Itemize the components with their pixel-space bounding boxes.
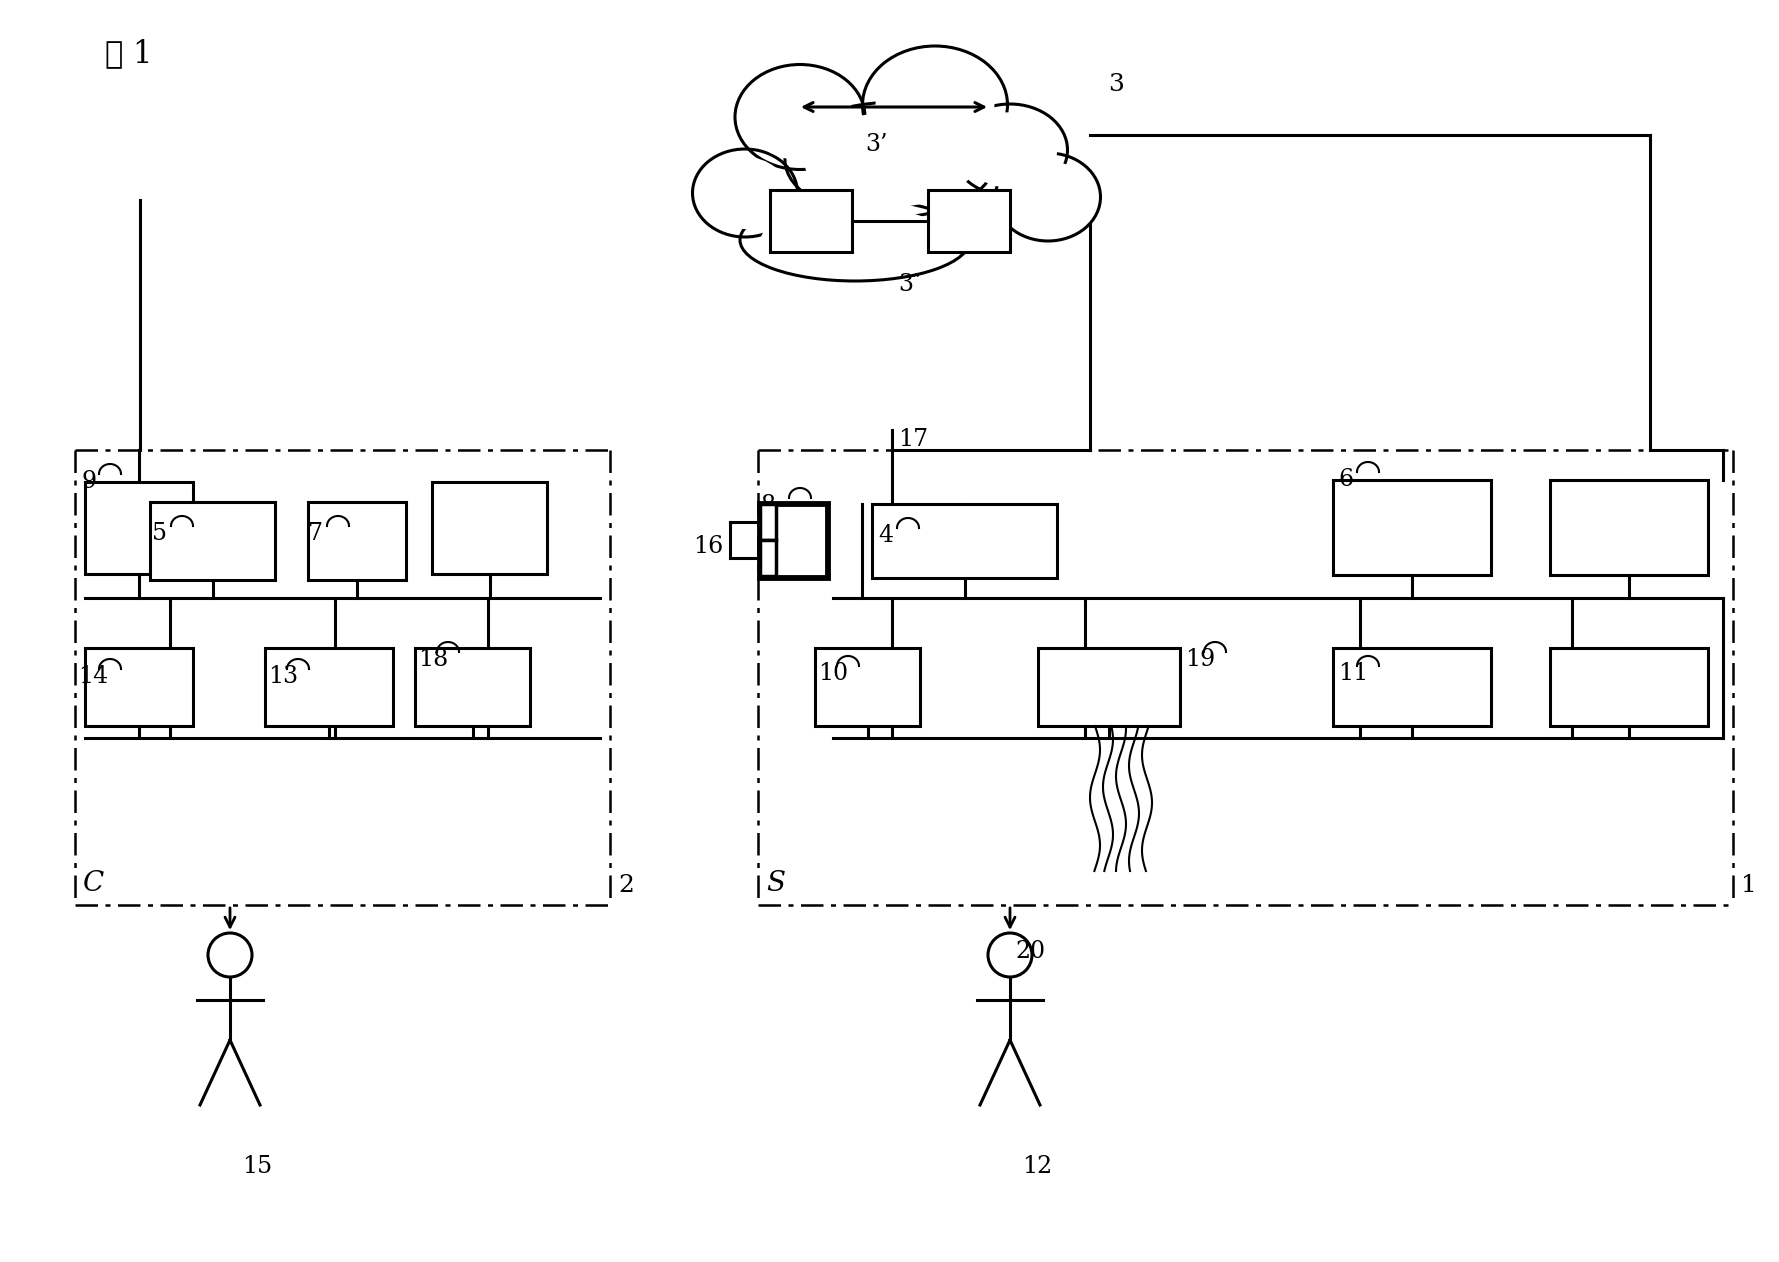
Text: 8: 8 [761, 493, 776, 517]
Bar [929, 191, 1010, 252]
Bar [872, 504, 1057, 578]
Bar [1332, 647, 1491, 726]
Bar [815, 647, 920, 726]
Text: 19: 19 [1185, 647, 1215, 671]
Text: 5: 5 [151, 522, 167, 545]
Ellipse shape [785, 102, 994, 217]
Text: 17: 17 [898, 428, 929, 451]
Bar [1550, 647, 1708, 726]
Text: 9: 9 [82, 469, 98, 493]
Text: 20: 20 [1016, 940, 1044, 963]
Ellipse shape [740, 199, 970, 281]
Text: 18: 18 [418, 647, 448, 671]
Text: 2: 2 [617, 875, 633, 897]
Ellipse shape [875, 57, 994, 154]
Text: 4: 4 [879, 524, 893, 546]
Bar [149, 502, 276, 581]
Ellipse shape [1005, 162, 1091, 233]
Text: 3″: 3″ [898, 273, 922, 297]
Text: 16: 16 [692, 535, 722, 558]
Ellipse shape [962, 112, 1057, 188]
Text: 7: 7 [308, 522, 324, 545]
Bar [308, 502, 406, 581]
Text: 1: 1 [1742, 875, 1756, 897]
Text: 10: 10 [818, 663, 849, 685]
Ellipse shape [735, 64, 865, 169]
Text: 14: 14 [78, 665, 109, 688]
Bar [1037, 647, 1179, 726]
Text: S: S [767, 870, 785, 897]
Ellipse shape [747, 74, 854, 160]
Text: 3’: 3’ [865, 133, 888, 156]
Ellipse shape [952, 103, 1067, 196]
Text: C: C [84, 870, 105, 897]
Ellipse shape [761, 207, 950, 274]
Ellipse shape [863, 45, 1007, 164]
Ellipse shape [703, 156, 788, 230]
Text: 12: 12 [1021, 1155, 1051, 1177]
Text: 11: 11 [1338, 663, 1368, 685]
Ellipse shape [692, 149, 797, 237]
Text: 13: 13 [269, 665, 299, 688]
Bar [1550, 480, 1708, 575]
Bar [432, 482, 546, 574]
Bar [760, 504, 776, 540]
Bar [85, 647, 192, 726]
Ellipse shape [804, 112, 977, 207]
Bar [85, 482, 192, 574]
Text: 图 1: 图 1 [105, 38, 153, 69]
Text: 6: 6 [1338, 468, 1354, 491]
Bar [760, 540, 776, 575]
Text: 15: 15 [242, 1155, 272, 1177]
Text: 3: 3 [1108, 73, 1124, 96]
Bar [1332, 480, 1491, 575]
Bar [760, 504, 827, 578]
Bar [265, 647, 393, 726]
Ellipse shape [996, 153, 1101, 241]
Bar [770, 191, 852, 252]
Bar [415, 647, 530, 726]
